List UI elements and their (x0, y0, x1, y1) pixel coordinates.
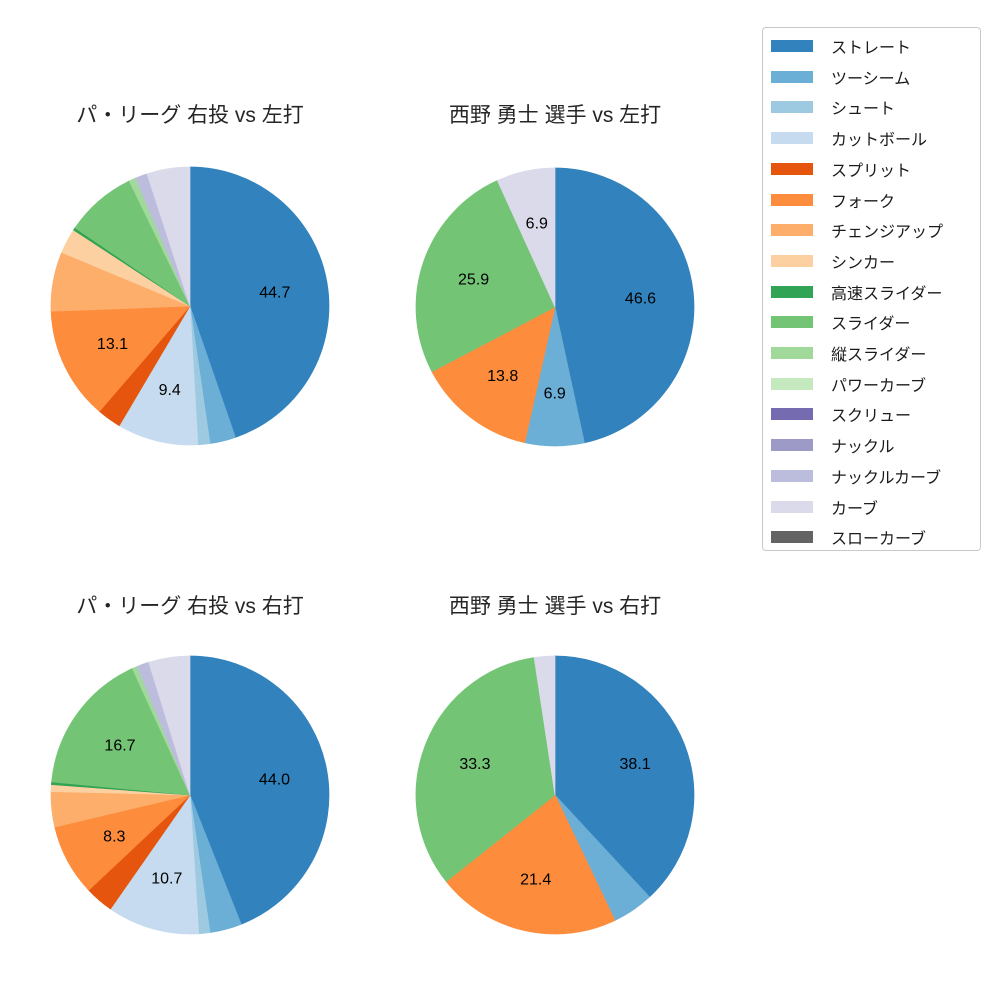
pie-slice-カーブ (533, 655, 556, 796)
legend-label: ナックル (831, 439, 895, 457)
legend-item: チェンジアップ (771, 215, 943, 245)
pie-slice-カーブ (496, 167, 556, 308)
pie-slice-スライダー (415, 657, 556, 883)
legend-swatch (771, 285, 813, 298)
slice-percentage-label: 13.1 (97, 336, 128, 353)
slice-percentage-label: 13.8 (487, 368, 518, 385)
legend-item: スプリット (771, 154, 911, 184)
legend-item: ストレート (771, 31, 911, 61)
chart-title-league-vs-right-batter: パ・リーグ 右投 vs 右打 (76, 595, 304, 618)
legend-item: 縦スライダー (771, 338, 926, 368)
legend-label: スライダー (831, 316, 911, 334)
pie-slice-ストレート (554, 655, 695, 898)
legend-label: 縦スライダー (831, 347, 927, 364)
legend-item: ツーシーム (771, 62, 910, 92)
legend-swatch (771, 132, 813, 145)
legend-item: フォーク (771, 185, 895, 215)
legend-label: フォーク (831, 193, 896, 211)
legend-label: チェンジアップ (831, 224, 944, 242)
legend-label: パワーカーブ (831, 377, 927, 395)
legend-item: シュート (771, 92, 895, 122)
legend-item: ナックルカーブ (771, 461, 941, 491)
legend-label: カットボール (831, 132, 928, 150)
pie-slice-ストレート (189, 655, 330, 925)
chart-title-league-vs-left-batter: パ・リーグ 右投 vs 左打 (76, 104, 304, 127)
legend-item: パワーカーブ (771, 369, 926, 399)
pie-slice-カーブ (146, 166, 191, 307)
legend-swatch (771, 40, 813, 52)
legend-label: シンカー (831, 254, 896, 272)
slice-percentage-label: 10.7 (151, 870, 182, 887)
pie-slice-スライダー (51, 668, 191, 796)
legend-label: カーブ (831, 500, 879, 518)
legend-item: カーブ (771, 492, 878, 522)
slice-percentage-label: 6.9 (544, 386, 566, 403)
legend-item: 高速スライダー (771, 277, 942, 307)
legend-item: スクリュー (771, 399, 911, 429)
slice-percentage-label: 44.0 (259, 772, 290, 789)
slice-percentage-label: 38.1 (620, 756, 651, 773)
legend-swatch (771, 193, 813, 206)
slice-percentage-label: 33.3 (459, 756, 490, 773)
legend-swatch (771, 316, 813, 329)
slice-percentage-label: 25.9 (458, 272, 489, 289)
slice-percentage-label: 16.7 (104, 738, 135, 755)
slice-percentage-label: 8.3 (103, 828, 125, 845)
legend-label: ストレート (831, 40, 912, 57)
pie-slice-フォーク (445, 794, 616, 935)
legend-box: ストレートツーシームシュートカットボール スプリットフォークチェンジアップ シンカー… (762, 27, 981, 551)
pie-slice-カットボール (118, 304, 199, 446)
pie-slice-ストレート (189, 166, 330, 438)
legend-swatch (771, 70, 813, 83)
legend-swatch (771, 408, 813, 421)
legend-swatch (771, 469, 813, 482)
legend-swatch (771, 254, 813, 267)
legend-swatch (771, 531, 813, 544)
legend-label: ツーシーム (831, 70, 911, 88)
legend-label: スクリュー (831, 408, 912, 426)
legend-swatch (771, 347, 813, 359)
pie-slice-フォーク (431, 306, 556, 444)
legend-swatch (771, 439, 813, 452)
pie-slice-カットボール (109, 793, 200, 935)
legend-label: シュート (831, 101, 896, 119)
chart-title-player-vs-right-batter: 西野 勇士 選手 vs 右打 (448, 595, 662, 618)
legend-swatch (771, 500, 813, 513)
legend-label: スプリット (831, 162, 912, 180)
pie-slice-フォーク (50, 305, 191, 412)
legend-label: ナックルカーブ (831, 469, 942, 487)
legend-item: シンカー (771, 246, 895, 276)
legend-swatch (771, 224, 813, 237)
legend-item: ナックル (771, 430, 895, 460)
legend-swatch (771, 377, 813, 390)
legend-item: スライダー (771, 307, 910, 337)
pie-slice-スライダー (415, 180, 556, 373)
slice-percentage-label: 21.4 (520, 871, 551, 888)
slice-percentage-label: 6.9 (526, 216, 548, 233)
chart-title-player-vs-left-batter: 西野 勇士 選手 vs 左打 (448, 104, 662, 127)
legend-swatch (771, 101, 813, 114)
pie-slice-ストレート (554, 167, 695, 444)
legend-swatch (771, 162, 813, 175)
legend-label: スローカーブ (831, 531, 927, 549)
legend-item: スローカーブ (771, 522, 926, 552)
legend-label: 高速スライダー (831, 285, 943, 303)
slice-percentage-label: 46.6 (625, 290, 656, 307)
slice-percentage-label: 44.7 (259, 284, 290, 301)
pie-slice-カーブ (148, 655, 191, 796)
slice-percentage-label: 9.4 (159, 382, 181, 399)
legend-item: カットボール (771, 123, 927, 153)
